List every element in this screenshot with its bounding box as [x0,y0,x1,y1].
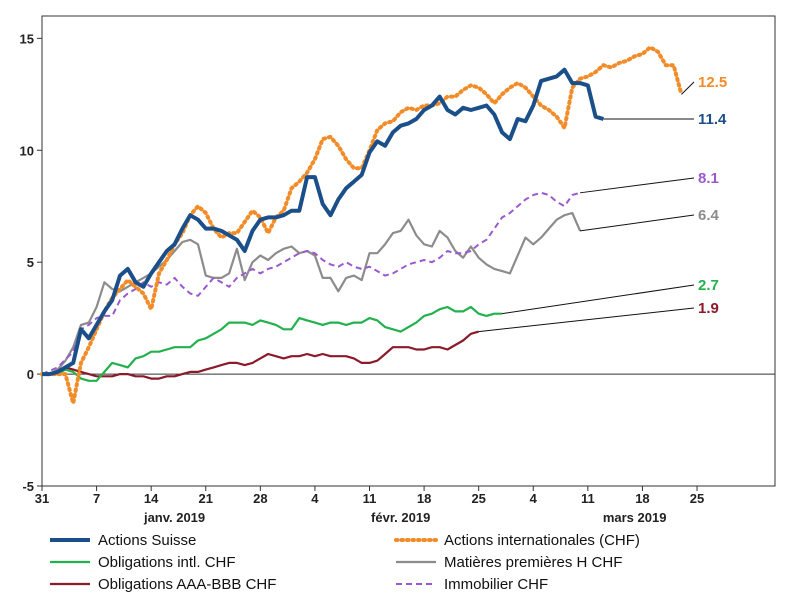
x-tick-label: 31 [35,491,49,506]
end-label: 8.1 [698,170,719,187]
x-tick-label: 25 [471,491,485,506]
end-label-leader [478,307,695,333]
month-label: janv. 2019 [143,510,205,525]
end-label-leader [502,284,695,315]
x-tick-label: 14 [144,491,159,506]
end-label: 12.5 [698,74,727,91]
legend-label: Actions internationales (CHF) [444,532,640,549]
end-label-leader [579,214,695,232]
x-tick-label: 11 [581,491,595,506]
legend-label: Obligations intl. CHF [98,554,236,571]
x-tick-label: 21 [199,491,213,506]
x-tick-label: 11 [363,491,377,506]
y-tick-label: -5 [22,479,34,494]
x-axis: 31 7 14 21 28 4 11 18 25 4 11 18 25 [35,486,704,506]
y-axis: -5 0 5 10 15 [20,31,42,494]
series-line [41,191,581,376]
end-labels: 1.9 2.7 6.4 8.1 12.5 11.4 [478,74,727,333]
series-line [42,305,503,382]
y-tick-label: 5 [27,255,34,270]
end-label: 11.4 [698,111,727,128]
x-tick-label: 25 [690,491,704,506]
month-label: mars 2019 [603,510,667,525]
legend: Actions Suisse Actions internationales (C… [50,532,640,593]
y-tick-label: 10 [20,143,34,158]
series-line [42,211,582,376]
x-tick-label: 18 [417,491,431,506]
plot-frame [41,15,776,487]
x-tick-label: 28 [253,491,267,506]
month-labels: janv. 2019 févr. 2019 mars 2019 [143,510,666,525]
end-label-leader [681,81,695,95]
series-line [40,45,684,406]
legend-label: Actions Suisse [98,532,196,549]
end-label-leader [579,177,695,194]
legend-label: Obligations AAA-BBB CHF [98,576,276,593]
end-label: 6.4 [698,207,720,224]
x-tick-label: 7 [93,491,100,506]
x-tick-label: 4 [311,491,319,506]
legend-label: Immobilier CHF [444,576,548,593]
end-label: 1.9 [698,300,719,317]
y-tick-label: 15 [20,31,34,46]
x-tick-label: 18 [635,491,649,506]
series-line [42,67,604,377]
month-label: févr. 2019 [371,510,430,525]
y-tick-label: 0 [27,367,34,382]
x-tick-label: 4 [530,491,538,506]
series-lines [40,45,684,406]
end-label: 2.7 [698,277,719,294]
series-line [42,330,479,380]
legend-label: Matières premières H CHF [444,554,622,571]
